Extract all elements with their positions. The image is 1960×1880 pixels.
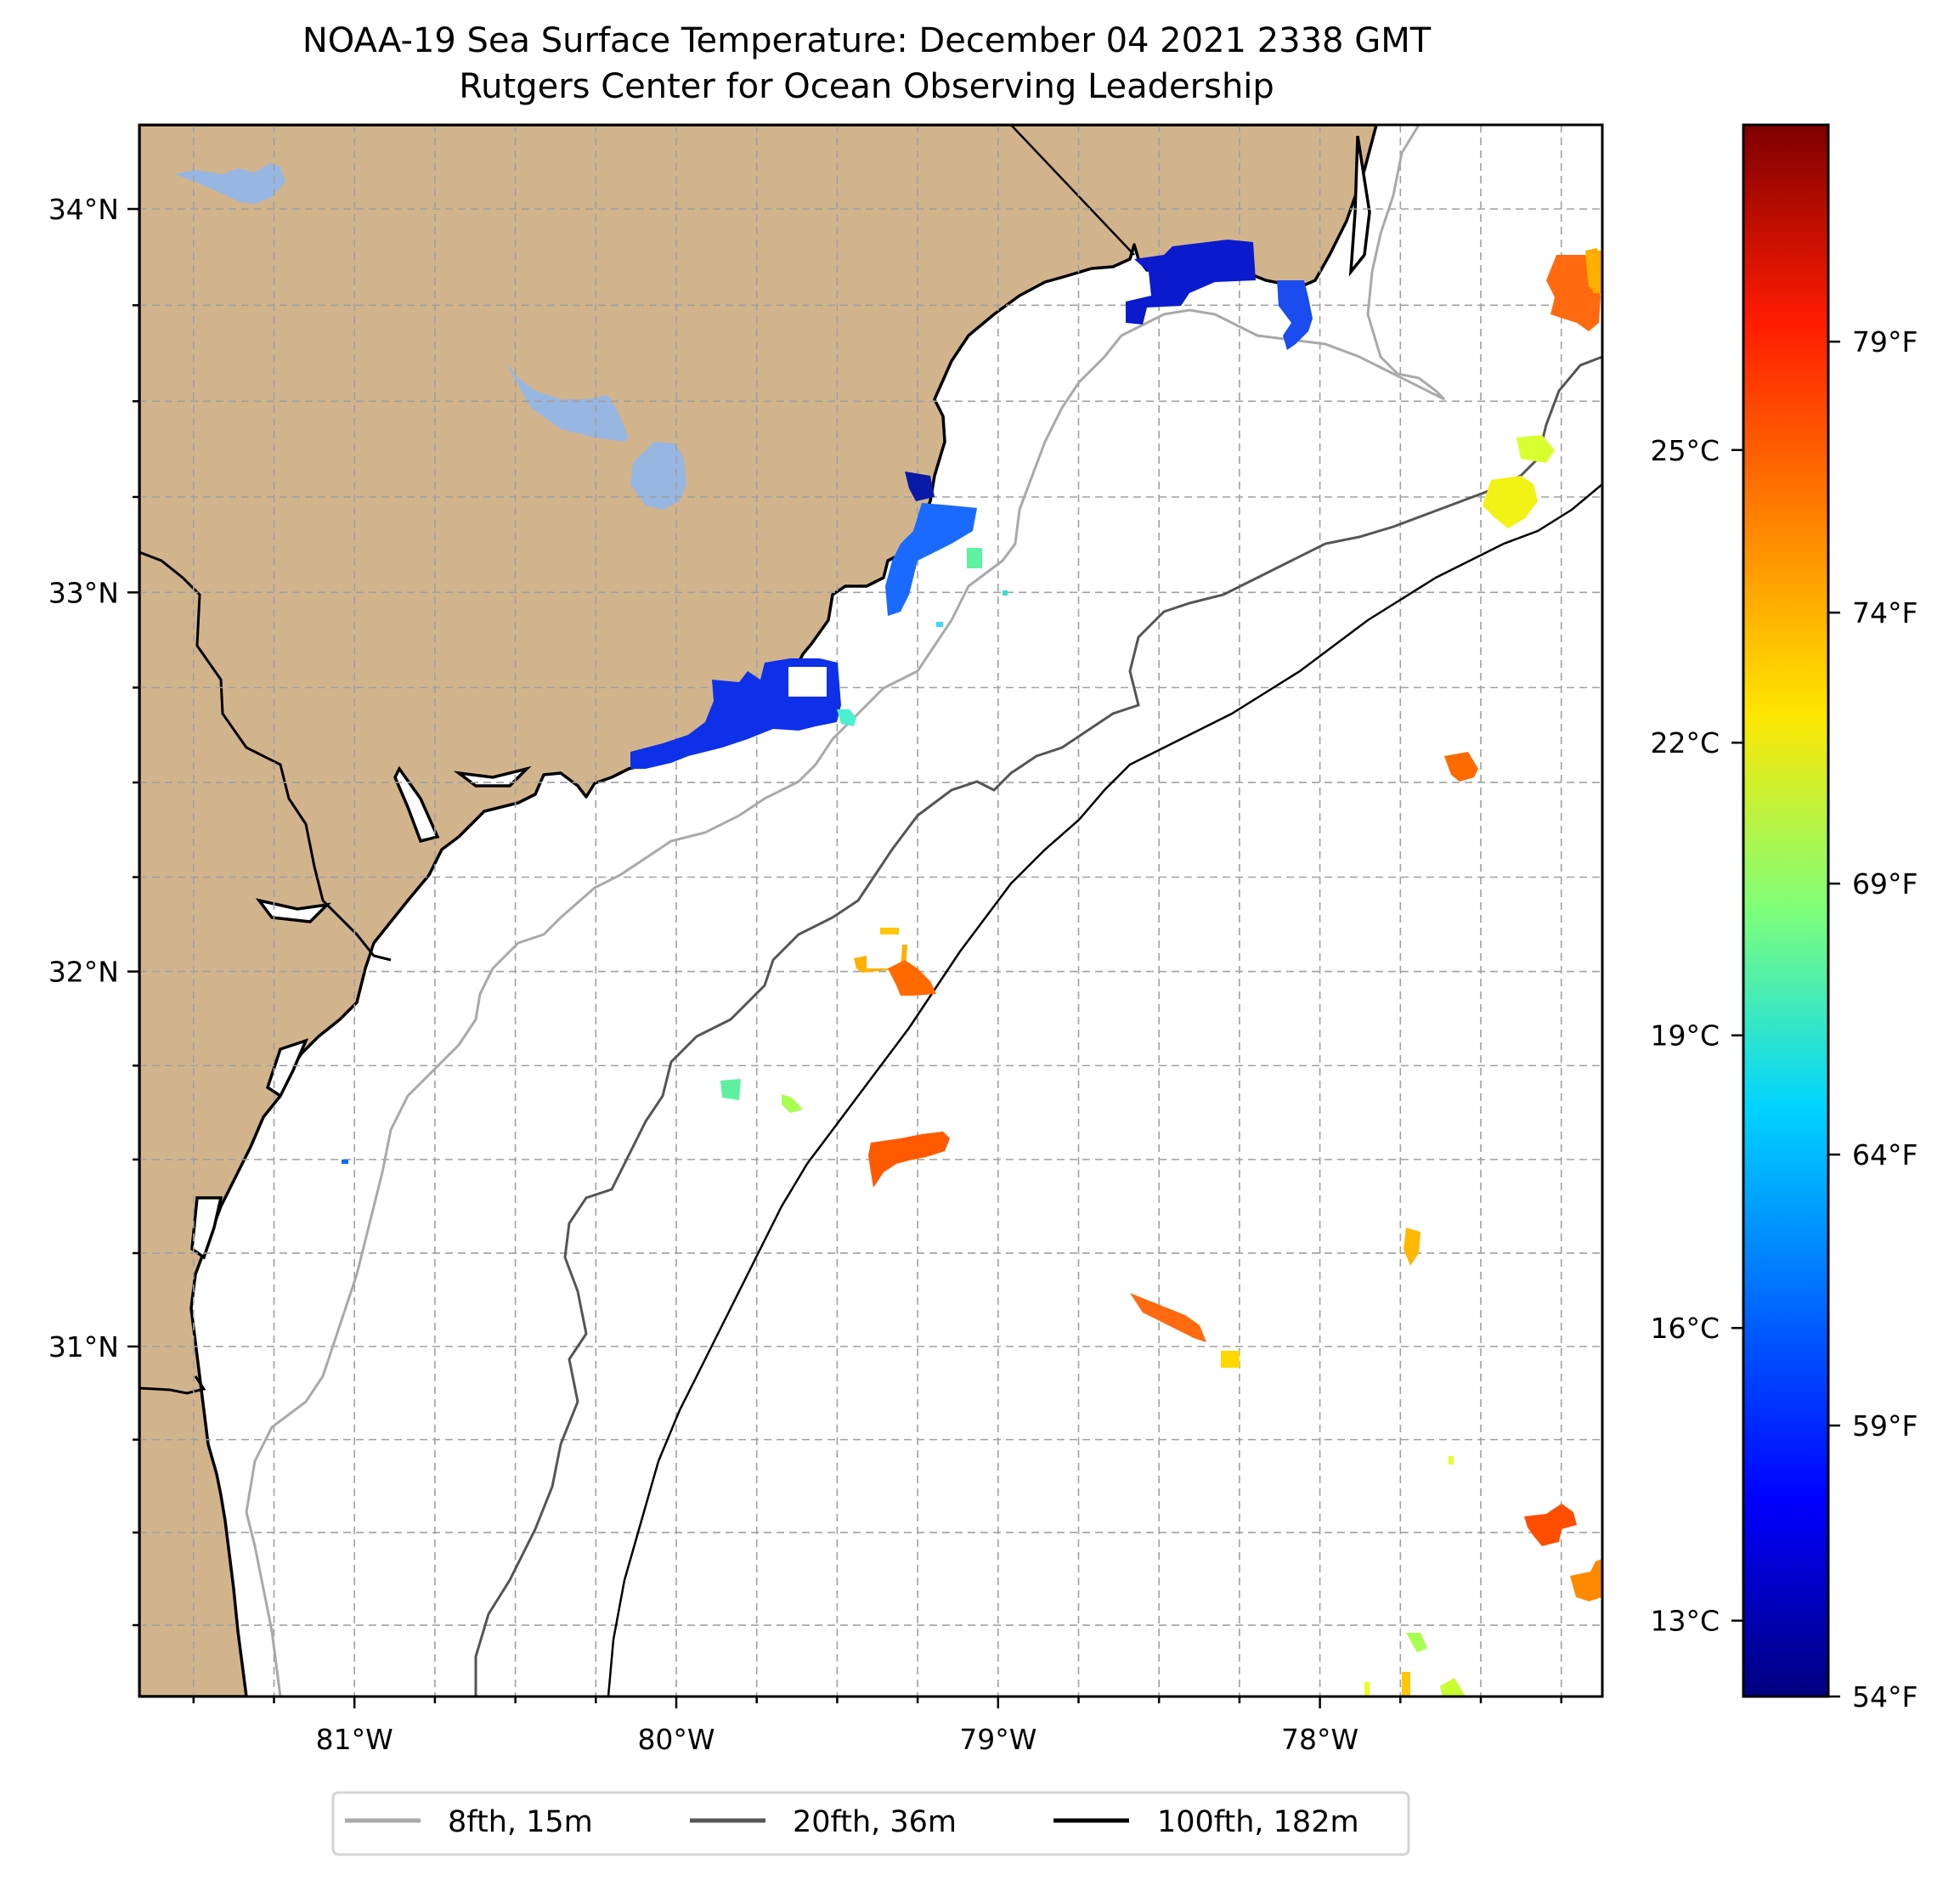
sst-patch [1444, 752, 1478, 782]
state-boundary [139, 1375, 206, 1395]
sst-patch [967, 548, 982, 568]
lon-tick-label: 81°W [316, 1723, 393, 1756]
legend-label-8fth: 8fth, 15m [448, 1805, 593, 1839]
inlet-channel [1348, 135, 1371, 277]
sst-patch [1406, 1633, 1427, 1652]
colorbar-label-f: 59°F [1852, 1409, 1918, 1442]
chart-subtitle: Rutgers Center for Ocean Observing Leade… [459, 67, 1274, 106]
legend: 8fth, 15m 20fth, 36m 100fth, 182m [331, 1791, 1410, 1856]
state-boundary [1010, 125, 1135, 256]
sst-patch [720, 1079, 741, 1100]
legend-box [331, 1791, 1410, 1856]
sst-patch [1126, 240, 1256, 325]
sst-patch [936, 622, 943, 627]
sst-patch [1440, 1678, 1466, 1697]
sst-patch [1585, 253, 1601, 289]
gridlines [139, 125, 1602, 1697]
sst-patch [1517, 435, 1555, 463]
colorbar-label-c: 22°C [1650, 726, 1720, 759]
chart-title: NOAA-19 Sea Surface Temperature: Decembe… [302, 21, 1432, 60]
lake [630, 442, 686, 510]
sst-patch [1449, 1456, 1454, 1465]
legend-label-20fth: 20fth, 36m [793, 1805, 957, 1839]
legend-label-100fth: 100fth, 182m [1157, 1805, 1359, 1839]
sst-patch [342, 1160, 348, 1164]
inlet-channel [255, 898, 331, 923]
lake [174, 163, 285, 204]
axis-labels: 81°W 80°W 79°W 78°W 34°N 33°N 32°N 31°N [48, 193, 1358, 1756]
axis-ticks [127, 207, 1562, 1708]
colorbar-label-f: 74°F [1852, 596, 1918, 629]
lon-tick-label: 79°W [959, 1723, 1036, 1756]
lat-tick-label: 34°N [48, 193, 119, 226]
sst-patch [1402, 1672, 1410, 1697]
colorbar-label-f: 79°F [1852, 325, 1918, 358]
lon-tick-label: 78°W [1281, 1723, 1358, 1756]
sst-patch [837, 709, 856, 726]
sst-patch [1003, 590, 1008, 596]
colorbar-label-c: 13°C [1650, 1605, 1720, 1638]
sst-patch [1546, 255, 1601, 331]
lat-tick-label: 33°N [48, 576, 119, 609]
lon-tick-label: 80°W [637, 1723, 715, 1756]
sst-patch [1130, 1293, 1206, 1342]
sst-patch [905, 471, 935, 501]
sst-patch [1277, 280, 1313, 350]
sst-patch [854, 945, 907, 973]
sst-patch [1364, 1682, 1370, 1697]
colorbar-label-c: 16°C [1650, 1312, 1720, 1345]
contour-100fth [607, 483, 1602, 1697]
sst-patch [1524, 1504, 1577, 1546]
lat-tick-label: 31°N [48, 1330, 119, 1363]
sst-patch [1404, 1228, 1421, 1266]
lat-tick-label: 32°N [48, 956, 119, 989]
sst-patch [1483, 476, 1538, 528]
sst-patch [885, 503, 977, 616]
colorbar-label-c: 19°C [1650, 1019, 1720, 1053]
contour-20fth [474, 355, 1602, 1697]
sst-patch [880, 928, 899, 934]
colorbar [1742, 123, 1830, 1698]
colorbar-label-c: 25°C [1650, 434, 1720, 467]
colorbar-label-f: 69°F [1852, 867, 1918, 900]
colorbar-ticks: 54°F 59°F 64°F 69°F 74°F 79°F 13°C 16°C 19°C 22°C… [1650, 325, 1918, 1713]
sst-patch [788, 667, 827, 697]
inlet-channel [265, 1038, 309, 1098]
sst-patch [888, 960, 936, 996]
colorbar-label-f: 64°F [1852, 1138, 1918, 1171]
sst-data-layer [342, 240, 1602, 1697]
sst-patch [1570, 1559, 1602, 1601]
inlet-channel [393, 765, 440, 844]
map-frame [138, 123, 1604, 1698]
sst-patch [868, 1132, 950, 1188]
colorbar-label-f: 54°F [1852, 1680, 1918, 1713]
inlet-channel [453, 765, 532, 788]
sst-patch [1221, 1351, 1240, 1368]
contour-8fth [245, 125, 1446, 1697]
sst-patch [782, 1094, 803, 1113]
